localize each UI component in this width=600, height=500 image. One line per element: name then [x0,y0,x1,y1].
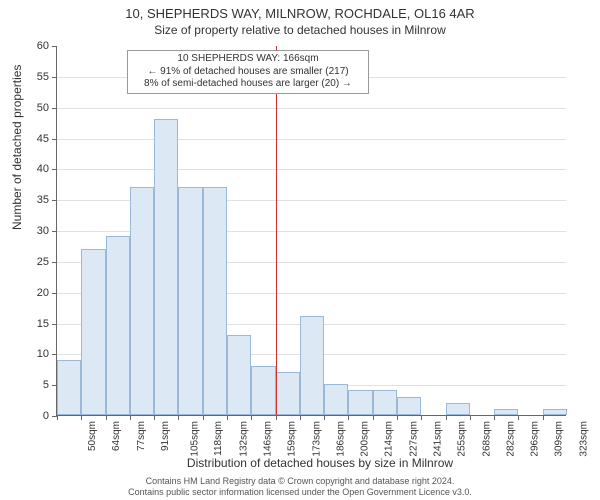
histogram-bar [81,249,105,416]
histogram-bar [203,187,227,415]
chart-subtitle: Size of property relative to detached ho… [0,21,600,37]
histogram-bar [106,236,130,415]
y-tick-label: 35 [37,194,57,206]
x-tick-mark [203,415,204,420]
y-tick-label: 10 [37,348,57,360]
marker-line [276,46,277,415]
x-tick-mark [518,415,519,420]
x-tick-mark [130,415,131,420]
x-tick-mark [470,415,471,420]
chart-title: 10, SHEPHERDS WAY, MILNROW, ROCHDALE, OL… [0,0,600,21]
histogram-bar [130,187,154,415]
x-tick-label: 255sqm [457,421,468,457]
x-tick-label: 105sqm [190,421,201,457]
footer-line2: Contains public sector information licen… [128,487,472,497]
x-tick-label: 132sqm [238,421,249,457]
x-tick-label: 309sqm [554,421,565,457]
grid-line [57,169,566,170]
x-axis-label: Distribution of detached houses by size … [20,456,600,470]
x-tick-label: 118sqm [213,421,224,456]
annotation-line: 8% of semi-detached houses are larger (2… [132,78,364,91]
x-tick-mark [227,415,228,420]
x-tick-mark [373,415,374,420]
annotation-line: ← 91% of detached houses are smaller (21… [132,66,364,79]
x-tick-mark [543,415,544,420]
x-tick-label: 186sqm [335,421,346,457]
histogram-bar [251,366,275,415]
histogram-bar [178,187,202,415]
x-tick-mark [106,415,107,420]
footer-line1: Contains HM Land Registry data © Crown c… [146,476,455,486]
x-tick-mark [348,415,349,420]
x-tick-label: 159sqm [287,421,298,457]
histogram-bar [348,390,372,415]
y-tick-label: 40 [37,163,57,175]
histogram-bar [494,409,518,415]
x-tick-label: 77sqm [136,421,147,451]
grid-line [57,139,566,140]
x-tick-label: 241sqm [433,421,444,457]
y-axis-label: Number of detached properties [10,65,24,230]
x-tick-label: 282sqm [505,421,516,457]
x-tick-mark [494,415,495,420]
x-tick-label: 64sqm [111,421,122,451]
x-tick-mark [421,415,422,420]
x-tick-mark [300,415,301,420]
y-tick-label: 5 [43,379,57,391]
x-tick-label: 200sqm [360,421,371,457]
x-tick-mark [251,415,252,420]
y-tick-label: 60 [37,40,57,52]
histogram-bar [276,372,300,415]
histogram-bar [227,335,251,415]
histogram-bar [446,403,470,415]
grid-line [57,108,566,109]
x-tick-label: 323sqm [578,421,589,457]
x-tick-label: 227sqm [408,421,419,457]
histogram-bar [57,360,81,416]
y-tick-label: 20 [37,287,57,299]
histogram-plot: 05101520253035404550556050sqm64sqm77sqm9… [56,46,566,416]
x-tick-mark [57,415,58,420]
annotation-box: 10 SHEPHERDS WAY: 166sqm← 91% of detache… [127,50,369,94]
x-tick-label: 50sqm [87,421,98,451]
y-tick-label: 0 [43,410,57,422]
histogram-bar [154,119,178,415]
histogram-bar [300,316,324,415]
y-tick-label: 15 [37,318,57,330]
histogram-bar [543,409,567,415]
x-tick-mark [397,415,398,420]
x-tick-label: 296sqm [530,421,541,457]
histogram-bar [373,390,397,415]
x-tick-label: 268sqm [481,421,492,457]
x-tick-label: 173sqm [311,421,322,457]
footer-text: Contains HM Land Registry data © Crown c… [0,476,600,498]
x-tick-label: 214sqm [384,421,395,457]
x-tick-mark [154,415,155,420]
x-tick-mark [81,415,82,420]
y-tick-label: 30 [37,225,57,237]
histogram-bar [324,384,348,415]
x-tick-mark [276,415,277,420]
x-tick-mark [178,415,179,420]
y-tick-label: 45 [37,133,57,145]
annotation-line: 10 SHEPHERDS WAY: 166sqm [132,53,364,66]
x-tick-mark [324,415,325,420]
x-tick-mark [446,415,447,420]
histogram-bar [397,397,421,416]
y-tick-label: 50 [37,102,57,114]
y-tick-label: 55 [37,71,57,83]
x-tick-label: 146sqm [263,421,274,457]
y-tick-label: 25 [37,256,57,268]
x-tick-label: 91sqm [160,421,171,451]
